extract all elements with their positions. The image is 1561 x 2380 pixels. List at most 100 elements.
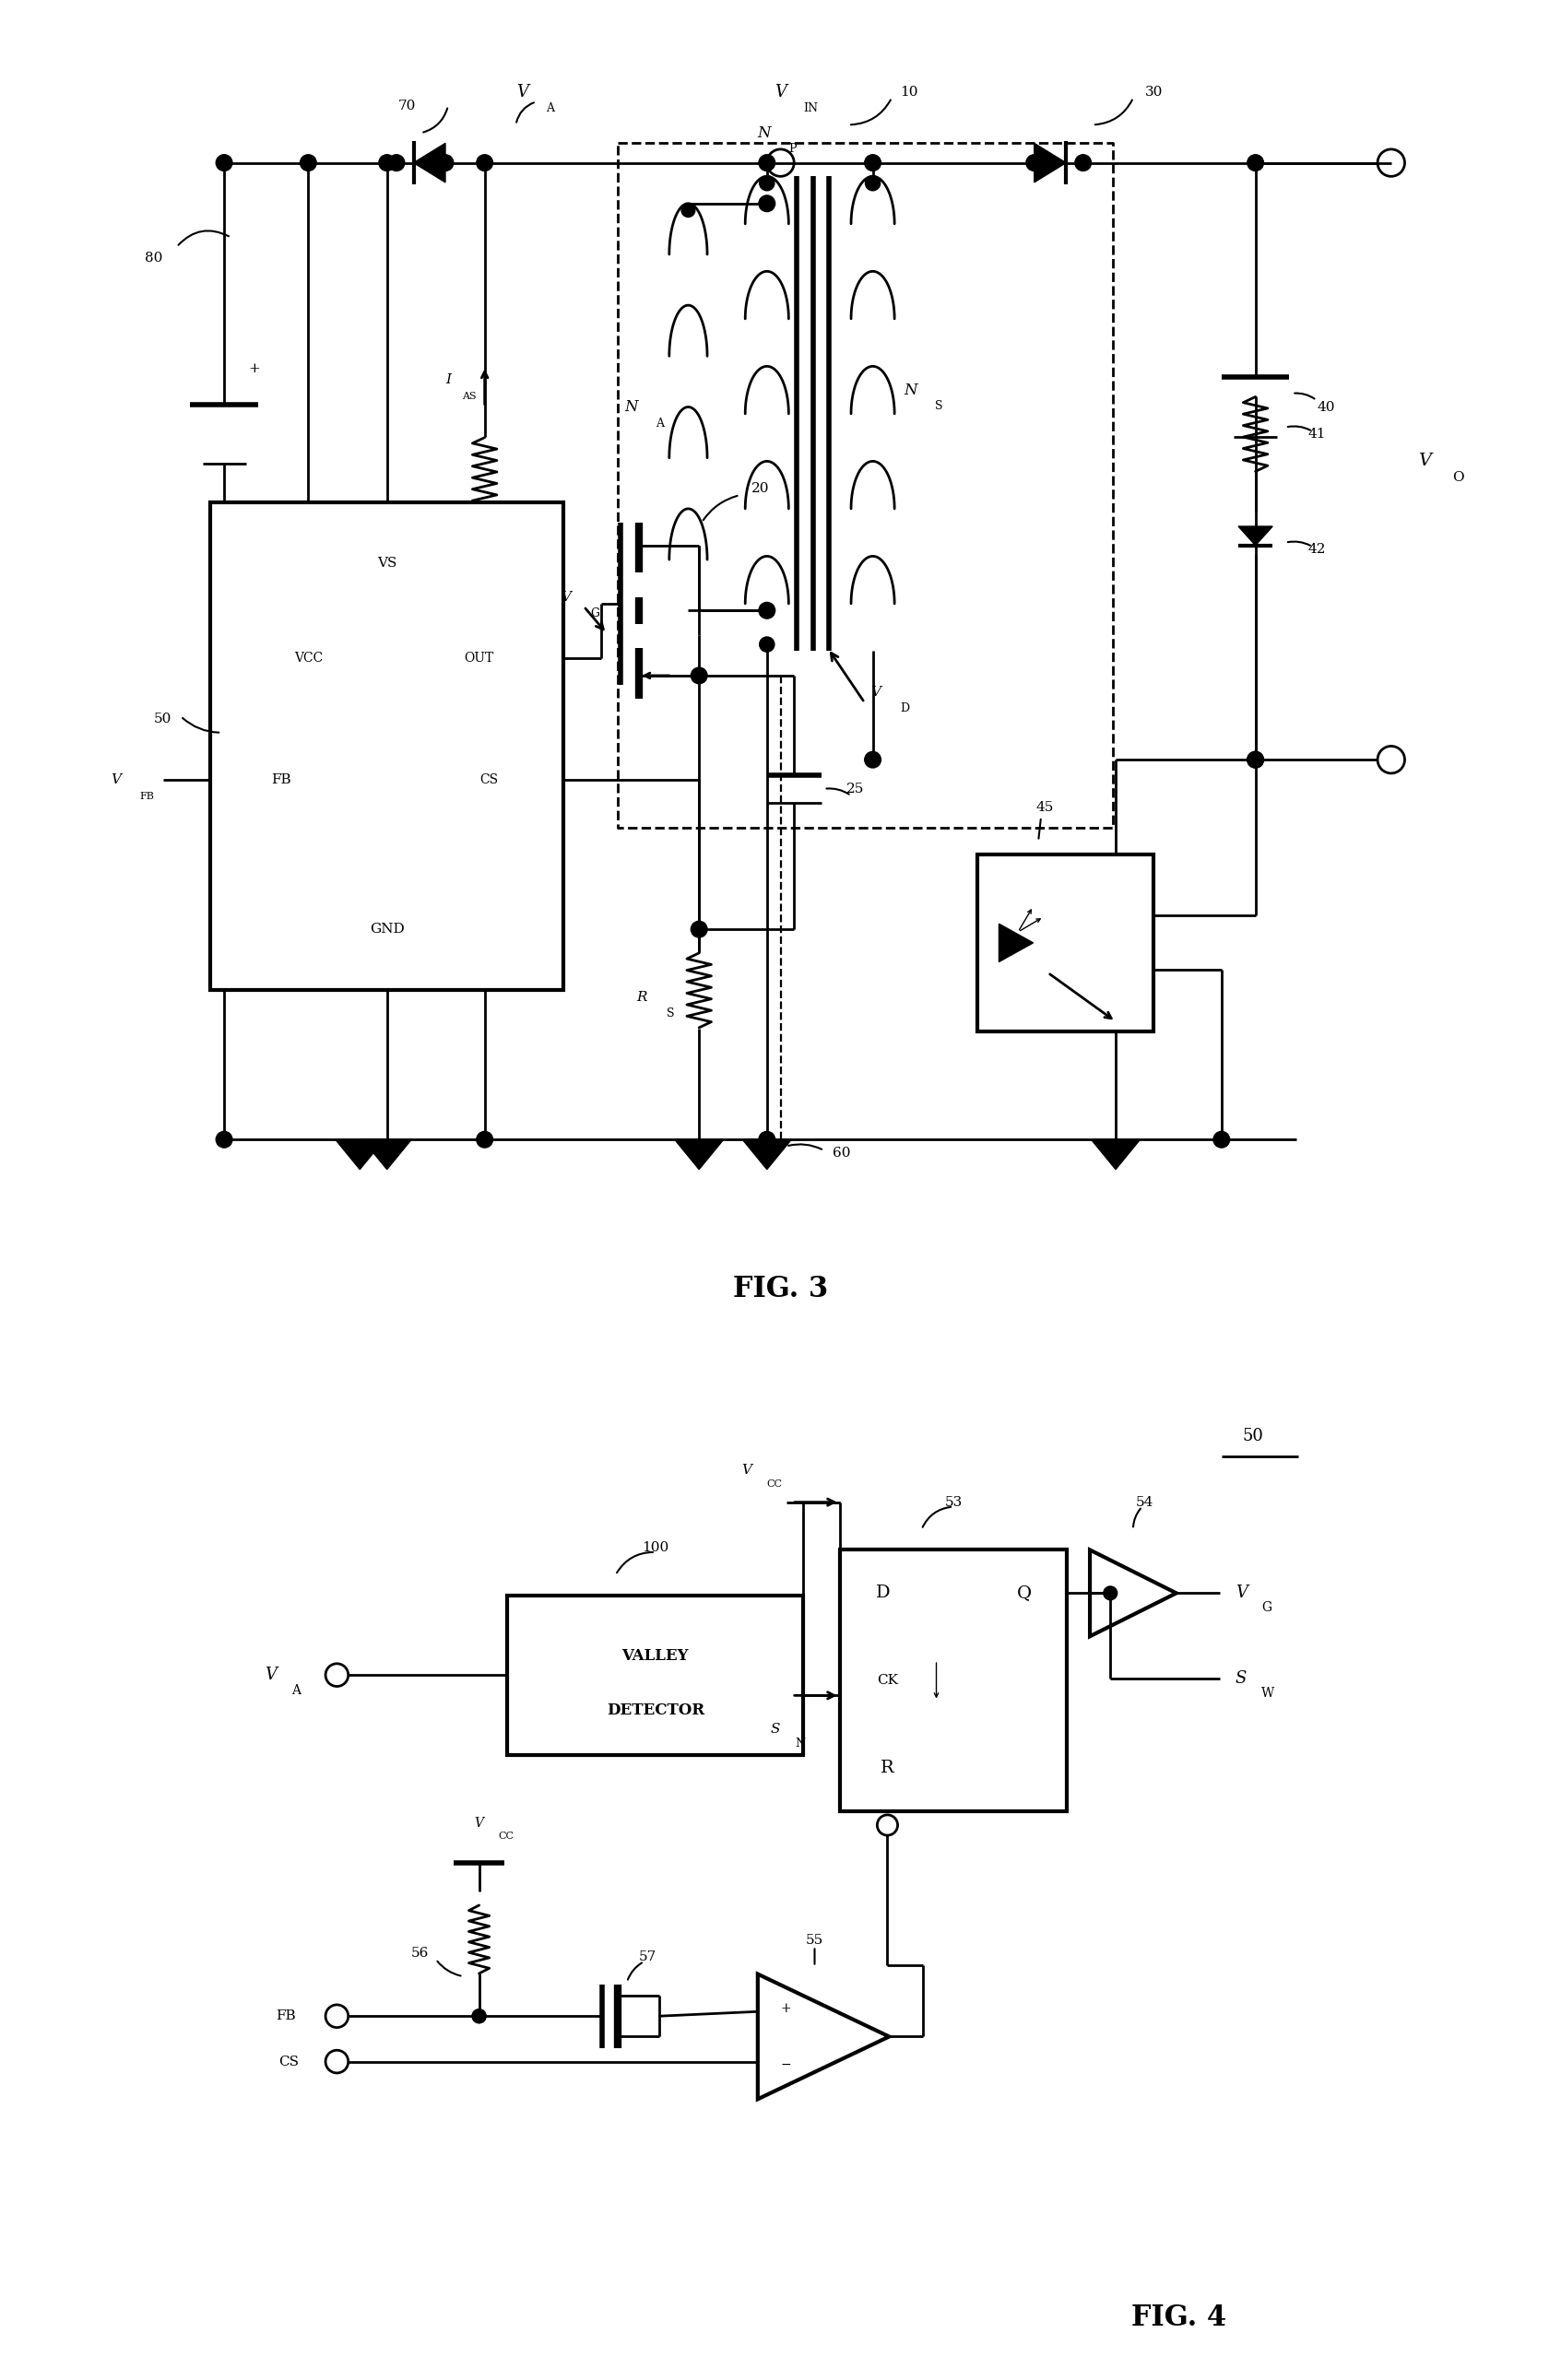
Text: V: V (111, 774, 120, 785)
Text: S: S (770, 1723, 779, 1735)
Text: V: V (475, 1816, 484, 1830)
Text: V: V (741, 1464, 751, 1476)
Text: −: − (780, 2059, 791, 2071)
Text: CC: CC (766, 1480, 782, 1488)
Circle shape (865, 155, 880, 171)
Text: D: D (876, 1585, 890, 1602)
Text: N: N (624, 400, 638, 414)
Bar (977, 854, 1154, 1031)
Text: IN: IN (804, 102, 818, 114)
Text: V: V (774, 83, 787, 100)
Circle shape (692, 921, 707, 938)
Circle shape (1104, 1587, 1118, 1599)
Text: A: A (656, 416, 663, 428)
Text: N: N (904, 383, 918, 397)
Bar (211, 502, 564, 990)
Circle shape (437, 155, 453, 171)
Polygon shape (743, 1140, 791, 1169)
Text: 10: 10 (901, 86, 918, 98)
Text: N: N (757, 126, 771, 140)
Circle shape (473, 2009, 485, 2023)
Text: FB: FB (272, 774, 290, 785)
Circle shape (1213, 1130, 1230, 1147)
Text: S: S (667, 1007, 674, 1019)
Polygon shape (414, 143, 445, 183)
Polygon shape (1091, 1140, 1140, 1169)
Circle shape (379, 155, 395, 171)
Bar (840, 1549, 1068, 1811)
Text: CS: CS (279, 2056, 300, 2068)
Polygon shape (674, 1140, 723, 1169)
Circle shape (759, 602, 776, 619)
Text: A: A (546, 102, 554, 114)
Polygon shape (999, 923, 1033, 962)
Text: S: S (1235, 1671, 1247, 1687)
Circle shape (682, 202, 695, 217)
Text: DETECTOR: DETECTOR (607, 1702, 704, 1718)
Text: 53: 53 (944, 1495, 962, 1509)
Text: CS: CS (479, 774, 498, 785)
Circle shape (865, 752, 880, 769)
Text: CC: CC (498, 1833, 514, 1842)
Text: Q: Q (1016, 1585, 1032, 1602)
Circle shape (760, 638, 774, 652)
Circle shape (476, 155, 493, 171)
Polygon shape (336, 1140, 384, 1169)
Text: V: V (1235, 1585, 1247, 1602)
Text: 55: 55 (805, 1935, 824, 1947)
Text: 41: 41 (1308, 428, 1325, 440)
Text: O: O (1452, 471, 1464, 483)
Text: AS: AS (462, 393, 476, 400)
Text: V: V (871, 685, 880, 697)
Text: GND: GND (370, 923, 404, 935)
Polygon shape (362, 1140, 412, 1169)
Text: FIG. 3: FIG. 3 (734, 1273, 827, 1304)
Polygon shape (1238, 526, 1272, 545)
Text: +: + (248, 362, 259, 376)
Text: V: V (265, 1666, 276, 1683)
Text: P: P (788, 143, 796, 155)
Circle shape (759, 195, 776, 212)
Text: V: V (517, 83, 529, 100)
Bar (507, 1595, 804, 1754)
Text: 30: 30 (1144, 86, 1163, 98)
Circle shape (300, 155, 317, 171)
Circle shape (476, 1130, 493, 1147)
Text: CK: CK (877, 1673, 898, 1687)
Circle shape (1026, 155, 1043, 171)
Text: 100: 100 (642, 1542, 668, 1554)
Text: G: G (1261, 1602, 1272, 1614)
Circle shape (1247, 752, 1263, 769)
Circle shape (865, 176, 880, 190)
Text: VS: VS (378, 557, 396, 569)
Text: FB: FB (140, 793, 155, 802)
Text: V: V (560, 590, 571, 605)
Circle shape (1247, 752, 1263, 769)
Circle shape (215, 155, 233, 171)
Circle shape (1247, 155, 1263, 171)
Text: R: R (880, 1759, 894, 1775)
Text: 54: 54 (1135, 1495, 1154, 1509)
Circle shape (389, 155, 404, 171)
Text: 60: 60 (832, 1147, 851, 1159)
Circle shape (759, 1130, 776, 1147)
Text: OUT: OUT (464, 652, 495, 664)
Text: 42: 42 (1308, 543, 1325, 557)
Circle shape (215, 1130, 233, 1147)
Circle shape (760, 176, 774, 190)
Text: 40: 40 (1317, 400, 1335, 414)
Text: 70: 70 (398, 100, 417, 112)
Text: G: G (590, 607, 599, 619)
Text: VALLEY: VALLEY (621, 1647, 688, 1664)
Text: N: N (795, 1737, 805, 1749)
Text: 50: 50 (1243, 1428, 1263, 1445)
Circle shape (1076, 155, 1091, 171)
Text: 50: 50 (155, 712, 172, 726)
Text: I: I (445, 374, 451, 386)
Text: 45: 45 (1037, 800, 1054, 814)
Polygon shape (1035, 143, 1066, 183)
Text: 56: 56 (411, 1947, 429, 1961)
Text: 80: 80 (145, 252, 162, 264)
Text: R: R (637, 990, 648, 1004)
Text: 57: 57 (638, 1952, 656, 1963)
